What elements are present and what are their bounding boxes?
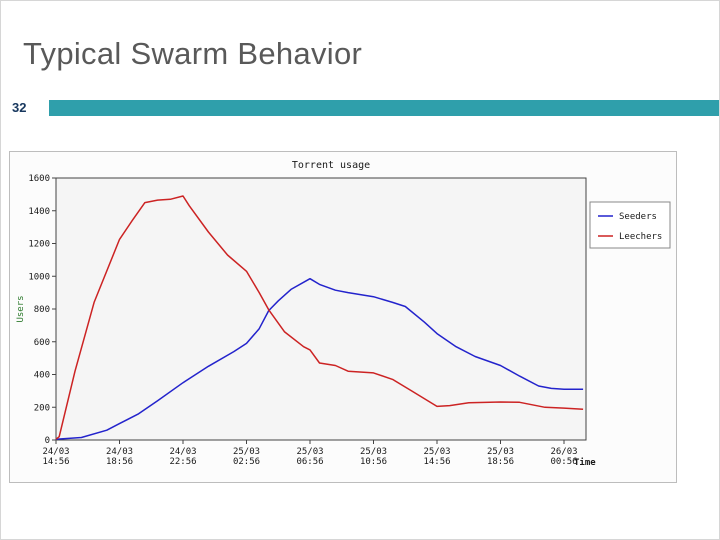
torrent-usage-chart: Torrent usage 0 200 400 600 800 1000 1200 1400 16… xyxy=(16,160,671,468)
title-band: 32 xyxy=(1,98,719,120)
legend-leechers-label: Leechers xyxy=(619,232,662,242)
y-tick-label: 600 xyxy=(34,338,50,348)
x-tick-date-label: 25/03 xyxy=(233,447,260,457)
x-tick-time-label: 22:56 xyxy=(169,457,196,467)
plot-area xyxy=(55,177,587,441)
slide-page-number: 32 xyxy=(12,100,27,115)
x-tick-time-label: 18:56 xyxy=(487,457,514,467)
x-tick-date-label: 24/03 xyxy=(169,447,196,457)
chart-title: Torrent usage xyxy=(292,160,370,171)
x-tick-date-label: 25/03 xyxy=(360,447,387,457)
seeders-line xyxy=(55,277,584,440)
page-title: Typical Swarm Behavior xyxy=(23,36,363,71)
x-tick-date-label: 24/03 xyxy=(106,447,133,457)
x-tick-time-label: 18:56 xyxy=(106,457,133,467)
x-tick-time-label: 14:56 xyxy=(42,457,69,467)
leechers-line xyxy=(55,195,584,440)
x-tick-time-label: 14:56 xyxy=(423,457,450,467)
chart-image: Torrent usage 0 200 400 600 800 1000 1200 1400 16… xyxy=(9,151,677,483)
accent-bar xyxy=(49,100,719,116)
y-tick-label: 0 xyxy=(45,436,50,446)
x-tick-time-label: 10:56 xyxy=(360,457,387,467)
x-tick-date-label: 24/03 xyxy=(42,447,69,457)
legend-box xyxy=(589,201,671,249)
y-tick-label: 1400 xyxy=(28,207,50,217)
y-axis-label: Users xyxy=(16,295,26,322)
x-tick-time-label: 06:56 xyxy=(296,457,323,467)
x-tick-date-label: 26/03 xyxy=(550,447,577,457)
y-tick-label: 400 xyxy=(34,371,50,381)
x-axis-label: Time xyxy=(574,457,596,468)
y-tick-label: 800 xyxy=(34,305,50,315)
y-tick-label: 1200 xyxy=(28,240,50,250)
y-tick-label: 1000 xyxy=(28,272,50,282)
legend-seeders-label: Seeders xyxy=(619,212,657,222)
y-tick-label: 200 xyxy=(34,403,50,413)
x-tick-date-label: 25/03 xyxy=(487,447,514,457)
y-tick-label: 1600 xyxy=(28,174,50,184)
x-tick-date-label: 25/03 xyxy=(296,447,323,457)
x-tick-time-label: 02:56 xyxy=(233,457,260,467)
x-tick-date-label: 25/03 xyxy=(423,447,450,457)
x-tick-time-label: 00:56 xyxy=(550,457,577,467)
